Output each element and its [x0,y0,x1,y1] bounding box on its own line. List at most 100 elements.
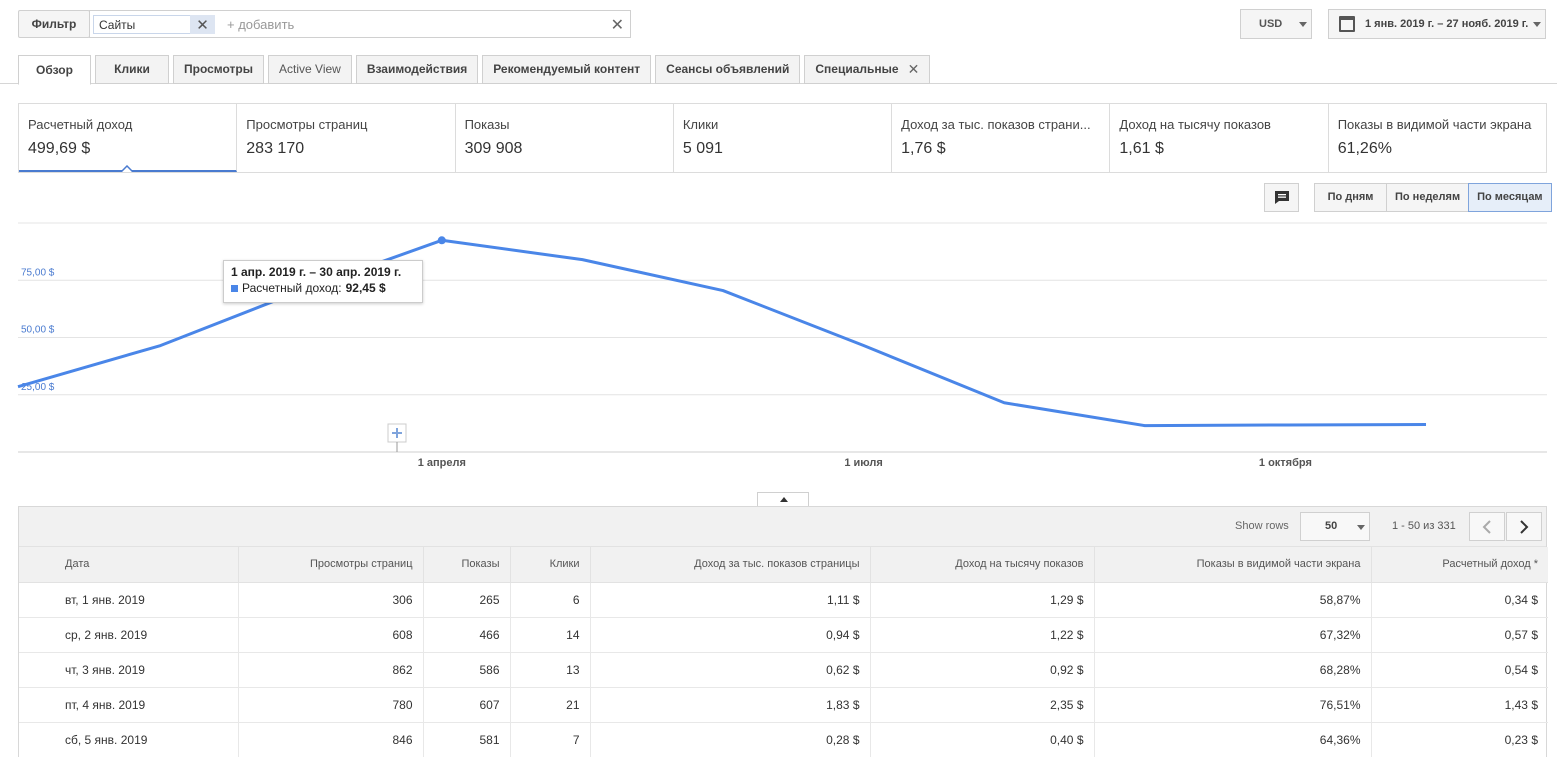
column-header-date[interactable]: Дата [19,547,239,583]
column-header-impression-rpm[interactable]: Доход на тысячу показов [870,547,1095,583]
tooltip-label: Расчетный доход: [242,281,342,295]
date-range-picker[interactable]: 1 янв. 2019 г. – 27 нояб. 2019 г. [1328,9,1546,39]
metric-value: 499,69 $ [28,140,91,157]
chevron-down-icon [1533,22,1541,27]
table-cell: 0,23 $ [1371,722,1548,757]
clear-filter-icon[interactable]: ✕ [610,17,624,34]
metric-viewability[interactable]: Показы в видимой части экрана 61,26% [1329,104,1546,172]
tab-label: Взаимодействия [366,62,468,76]
table-cell: 2,35 $ [870,687,1095,723]
table-cell: 68,28% [1094,652,1372,688]
table-header-row: Дата Просмотры страниц Показы Клики Дохо… [19,547,1548,583]
table-cell: 0,40 $ [870,722,1095,757]
tooltip-row: Расчетный доход: 92,45 $ [231,281,415,295]
table-cell: 780 [238,687,424,723]
metric-page-rpm[interactable]: Доход за тыс. показов страни... 1,76 $ [892,104,1111,172]
column-header-impressions[interactable]: Показы [423,547,511,583]
chevron-left-icon [1482,519,1491,534]
table-cell: 0,34 $ [1371,582,1548,618]
metric-page-views[interactable]: Просмотры страниц 283 170 [237,104,456,172]
metric-estimated-revenue[interactable]: Расчетный доход 499,69 $ [19,104,238,172]
filter-add-input[interactable]: + добавить [227,17,295,32]
comment-icon [1274,191,1289,204]
metric-impressions[interactable]: Показы 309 908 [456,104,674,172]
chevron-up-icon [780,497,788,502]
column-header-page-rpm[interactable]: Доход за тыс. показов страницы [590,547,871,583]
metric-value: 1,61 $ [1119,140,1164,157]
tab-ad-sessions[interactable]: Сеансы объявлений [655,55,801,84]
data-table: Дата Просмотры страниц Показы Клики Дохо… [19,547,1548,757]
column-header-page-views[interactable]: Просмотры страниц [238,547,424,583]
calendar-icon [1339,16,1355,32]
pager-info: 1 - 50 из 331 [1392,520,1456,532]
table-cell: вт, 1 янв. 2019 [19,582,239,618]
table-cell: 64,36% [1094,722,1372,757]
data-point[interactable] [437,236,446,245]
granularity-weekly-button[interactable]: По неделям [1386,183,1470,212]
filter-input-box[interactable]: Сайты ✕ + добавить ✕ [89,10,631,38]
table-cell: 1,83 $ [590,687,871,723]
tab-views[interactable]: Просмотры [173,55,265,84]
table-cell: 1,29 $ [870,582,1095,618]
metric-impression-rpm[interactable]: Доход на тысячу показов 1,61 $ [1110,104,1329,172]
granularity-monthly-button[interactable]: По месяцам [1468,183,1552,212]
collapse-chart-toggle[interactable] [757,492,809,507]
table-cell: 846 [238,722,424,757]
table-cell: 586 [423,652,511,688]
filter-chip-label[interactable]: Сайты [93,15,190,34]
metric-value: 309 908 [464,140,523,157]
metric-label: Доход за тыс. показов страни... [901,117,1091,132]
table-cell: 0,92 $ [870,652,1095,688]
column-header-viewability[interactable]: Показы в видимой части экрана [1094,547,1372,583]
tab-interactions[interactable]: Взаимодействия [355,55,479,84]
rows-per-page-value: 50 [1325,520,1338,532]
next-page-button[interactable] [1506,512,1542,541]
table-row: пт, 4 янв. 2019 780 607 21 1,83 $ 2,35 $… [19,687,1548,723]
filter-button[interactable]: Фильтр [18,10,90,38]
chevron-right-icon [1520,519,1529,534]
add-annotation-marker[interactable] [387,423,407,452]
tab-active-view[interactable]: Active View [268,55,352,84]
metric-label: Клики [682,117,719,132]
granularity-toggle: По дням По неделям По месяцам [1314,183,1552,212]
column-header-clicks[interactable]: Клики [510,547,591,583]
tab-label: Обзор [36,62,73,77]
table-cell: 1,11 $ [590,582,871,618]
tab-overview[interactable]: Обзор [18,55,91,85]
tab-custom[interactable]: Специальные ✕ [804,55,931,84]
tooltip-value: 92,45 $ [345,281,386,295]
tab-label: Active View [279,62,341,76]
close-icon[interactable]: ✕ [907,61,920,77]
table-cell: 14 [510,617,591,653]
show-rows-label: Show rows [1235,520,1289,532]
table-cell: ср, 2 янв. 2019 [19,617,239,653]
currency-select[interactable]: USD [1240,9,1312,39]
table-cell: 265 [423,582,511,618]
table-cell: 13 [510,652,591,688]
table-cell: 0,54 $ [1371,652,1548,688]
prev-page-button[interactable] [1469,512,1505,541]
chevron-down-icon [1299,22,1307,27]
chevron-down-icon [1357,525,1365,530]
table-cell: 466 [423,617,511,653]
currency-value: USD [1259,18,1283,30]
tab-recommended-content[interactable]: Рекомендуемый контент [482,55,652,84]
x-tick-label: 1 октября [1259,457,1312,469]
close-icon[interactable]: ✕ [190,15,215,34]
report-table: Show rows 50 1 - 50 из 331 Дата Просмотр… [18,506,1548,757]
table-cell: 862 [238,652,424,688]
table-cell: 21 [510,687,591,723]
filter-chip: Сайты ✕ [93,15,215,34]
table-row: сб, 5 янв. 2019 846 581 7 0,28 $ 0,40 $ … [19,722,1548,757]
tab-clicks[interactable]: Клики [95,55,169,84]
table-row: чт, 3 янв. 2019 862 586 13 0,62 $ 0,92 $… [19,652,1548,688]
metric-clicks[interactable]: Клики 5 091 [674,104,893,172]
table-cell: 0,94 $ [590,617,871,653]
rows-per-page-select[interactable]: 50 [1300,512,1370,541]
annotations-button[interactable] [1264,183,1299,212]
granularity-daily-button[interactable]: По дням [1314,183,1387,212]
column-header-estimated-revenue[interactable]: Расчетный доход * [1371,547,1548,583]
table-toolbar: Show rows 50 1 - 50 из 331 [19,507,1546,547]
table-cell: 0,62 $ [590,652,871,688]
metric-label: Просмотры страниц [246,117,368,132]
